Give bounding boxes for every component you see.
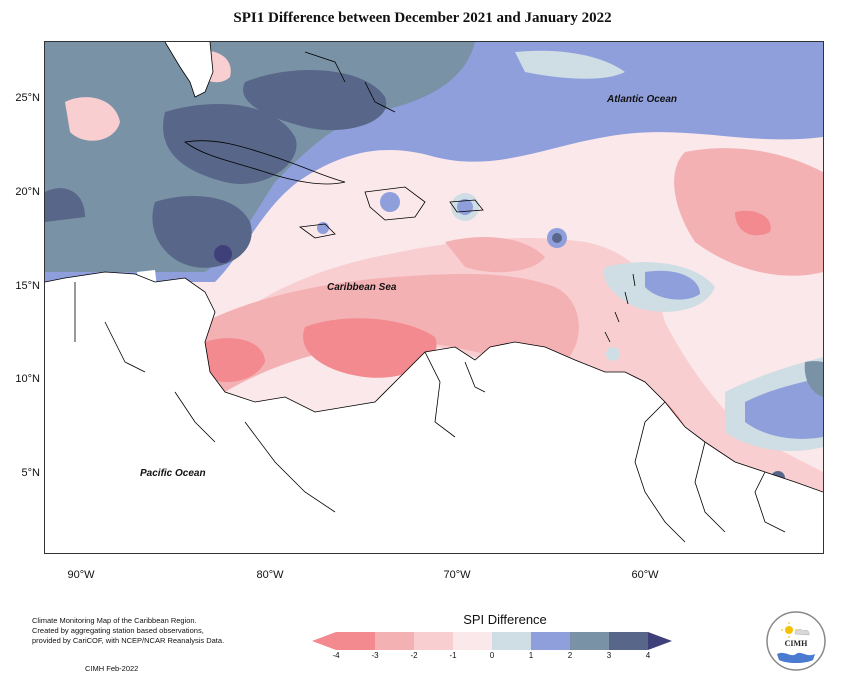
credits-date: CIMH Feb-2022 (85, 664, 139, 673)
map-title: SPI1 Difference between December 2021 an… (233, 10, 612, 26)
lat-label-25n: 25°N (15, 92, 40, 104)
caribbean-sea-label: Caribbean Sea (327, 282, 397, 293)
spi-field (45, 42, 823, 553)
legend-swatch (453, 632, 492, 650)
lat-label-10n: 10°N (15, 373, 40, 385)
atlantic-ocean-label: Atlantic Ocean (607, 94, 678, 105)
legend-tick: -1 (449, 651, 457, 660)
credits: Climate Monitoring Map of the Caribbean … (32, 616, 262, 646)
credits-line: provided by CariCOF, with NCEP/NCAR Rean… (32, 636, 225, 645)
logo-text: CIMH (785, 639, 808, 648)
legend-tick: -3 (371, 651, 379, 660)
credits-line: Created by aggregating station based obs… (32, 626, 204, 635)
legend-colorbar (312, 632, 672, 650)
lat-label-20n: 20°N (15, 186, 40, 198)
pacific-ocean-label: Pacific Ocean (140, 468, 206, 479)
legend-swatch (609, 632, 648, 650)
legend-swatch (375, 632, 414, 650)
credits-line: Climate Monitoring Map of the Caribbean … (32, 616, 197, 625)
legend-swatch (648, 632, 672, 650)
lon-label-80w: 80°W (256, 569, 284, 581)
legend-swatch (570, 632, 609, 650)
legend-swatch (336, 632, 375, 650)
legend-swatch (492, 632, 531, 650)
legend-tick: -4 (332, 651, 340, 660)
legend-swatch (414, 632, 453, 650)
legend-tick: 0 (489, 651, 495, 660)
legend-tick: -2 (410, 651, 418, 660)
lon-label-70w: 70°W (443, 569, 471, 581)
legend-tick: 4 (645, 651, 651, 660)
spi-map: Atlantic Ocean Caribbean Sea Pacific Oce… (44, 41, 824, 554)
legend-tick: 3 (606, 651, 612, 660)
legend-tick: 1 (528, 651, 534, 660)
legend-title: SPI Difference (463, 612, 547, 627)
lon-label-60w: 60°W (631, 569, 659, 581)
lon-label-90w: 90°W (67, 569, 95, 581)
lat-label-5n: 5°N (21, 467, 40, 479)
legend-swatch (312, 632, 336, 650)
cimh-logo-icon: CIMH (766, 611, 826, 671)
legend-swatch (531, 632, 570, 650)
legend-tick: 2 (567, 651, 573, 660)
lat-label-15n: 15°N (15, 280, 40, 292)
